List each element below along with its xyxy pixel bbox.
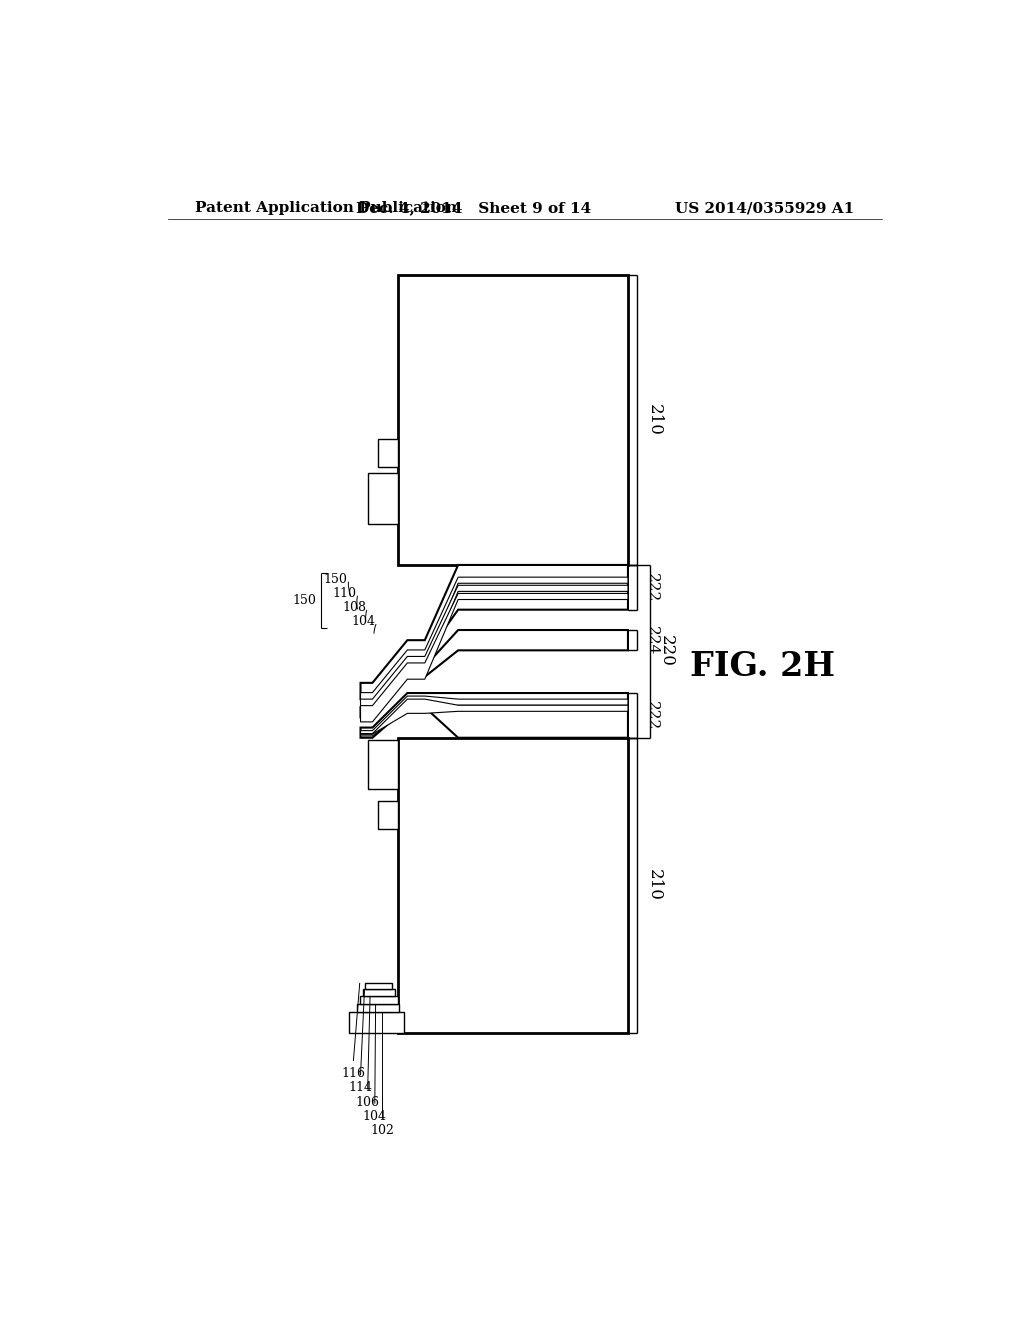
Text: Patent Application Publication: Patent Application Publication <box>196 201 458 215</box>
Bar <box>368 739 397 788</box>
Text: 222: 222 <box>645 573 659 602</box>
Bar <box>359 995 397 1005</box>
Text: 106: 106 <box>355 1096 380 1109</box>
Text: Dec. 4, 2014   Sheet 9 of 14: Dec. 4, 2014 Sheet 9 of 14 <box>355 201 591 215</box>
Polygon shape <box>360 700 628 734</box>
Polygon shape <box>360 577 628 709</box>
Text: 102: 102 <box>370 1125 394 1137</box>
Bar <box>378 440 398 467</box>
Polygon shape <box>360 696 628 737</box>
Bar <box>368 474 397 524</box>
Text: 224: 224 <box>645 626 659 655</box>
Text: US 2014/0355929 A1: US 2014/0355929 A1 <box>675 201 854 215</box>
Text: 116: 116 <box>341 1067 366 1080</box>
Polygon shape <box>360 630 628 718</box>
Bar <box>362 990 394 995</box>
Bar <box>366 983 392 990</box>
Bar <box>356 1005 399 1012</box>
Text: 150: 150 <box>292 594 316 607</box>
Bar <box>397 738 628 1032</box>
Text: 104: 104 <box>351 615 376 628</box>
Text: 150: 150 <box>324 573 347 586</box>
Bar <box>378 801 398 829</box>
Polygon shape <box>360 594 628 722</box>
Text: 108: 108 <box>342 601 367 614</box>
Text: FIG. 2H: FIG. 2H <box>690 651 836 684</box>
Text: 104: 104 <box>362 1110 387 1123</box>
Text: 222: 222 <box>645 701 659 730</box>
Polygon shape <box>360 565 628 700</box>
Polygon shape <box>360 585 628 715</box>
Text: 210: 210 <box>645 404 663 436</box>
Text: 210: 210 <box>645 869 663 902</box>
Text: 220: 220 <box>658 635 675 668</box>
Bar <box>397 276 628 565</box>
Polygon shape <box>360 693 628 738</box>
Text: 114: 114 <box>348 1081 373 1094</box>
Bar <box>348 1012 404 1032</box>
Text: 110: 110 <box>333 587 356 599</box>
